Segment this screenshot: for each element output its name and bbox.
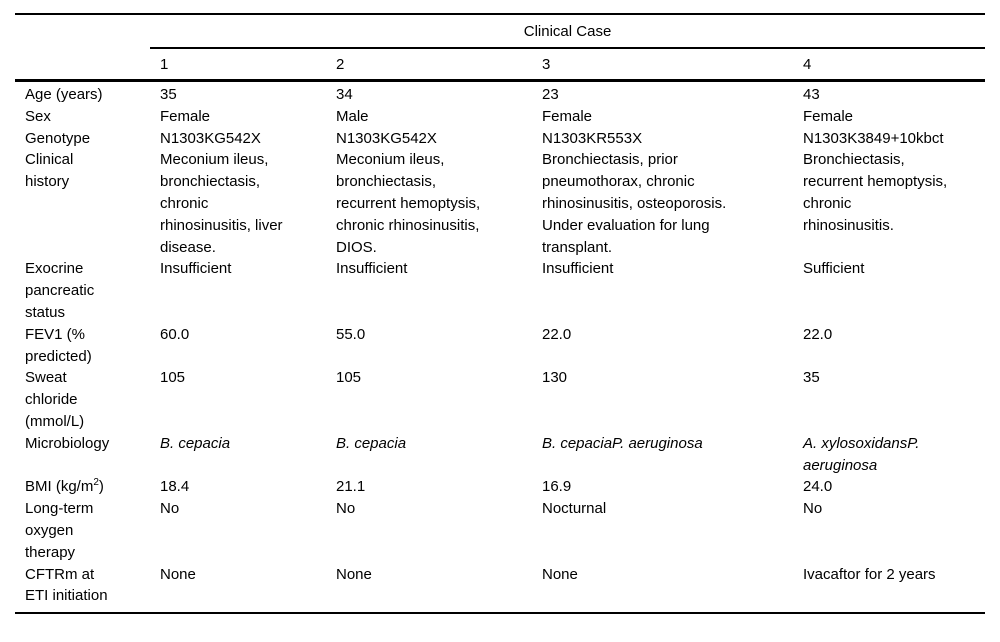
- table-cell: 21.1: [336, 478, 366, 496]
- table-cell: 55.0: [336, 325, 366, 343]
- corner-cell: [15, 48, 150, 82]
- row-label: Genotype: [25, 129, 91, 147]
- table-cell: Insufficient: [160, 260, 232, 278]
- table-cell: No: [336, 500, 356, 518]
- bmi-label-text: BMI (kg/m: [25, 478, 94, 496]
- table-cell: Female: [542, 107, 593, 125]
- group-header: Clinical Case: [150, 14, 986, 49]
- row-label: Long-term oxygen therapy: [25, 500, 94, 561]
- row-exocrine-pancreatic-status: Exocrine pancreatic status Insufficient …: [15, 258, 985, 323]
- case-number-3: 3: [532, 48, 793, 82]
- bmi-superscript: 2: [93, 477, 99, 489]
- table-cell: Bronchiectasis, recurrent hemoptysis, ch…: [803, 151, 948, 234]
- row-clinical-history: Clinical history Meconium ileus, bronchi…: [15, 149, 985, 258]
- table-cell: Meconium ileus, bronchiectasis, chronic …: [160, 151, 283, 256]
- table-cell: No: [803, 500, 823, 518]
- table-cell: None: [160, 565, 196, 583]
- case-number-row: 1 2 3 4: [15, 48, 986, 82]
- clinical-case-table-wrap: Clinical Case 1 2 3 4 Age (years) 35 34 …: [15, 13, 986, 615]
- row-sex: Sex Female Male Female Female: [15, 106, 985, 128]
- table-cell: Insufficient: [336, 260, 408, 278]
- table-cell: 60.0: [160, 325, 190, 343]
- row-label: Exocrine pancreatic status: [25, 260, 95, 321]
- row-long-term-oxygen-therapy: Long-term oxygen therapy No No Nocturnal…: [15, 498, 985, 563]
- table-cell: Ivacaftor for 2 years: [803, 565, 936, 583]
- row-fev1: FEV1 (% predicted) 60.0 55.0 22.0 22.0: [15, 324, 985, 368]
- case-number-1: 1: [150, 48, 326, 82]
- row-cftrm-at-eti-initiation: CFTRm at ETI initiation None None None I…: [15, 564, 985, 614]
- row-label: Sweat chloride (mmol/L): [25, 369, 85, 430]
- table-cell: N1303K3849+10kbct: [803, 129, 944, 147]
- table-cell: 22.0: [542, 325, 572, 343]
- table-cell: N1303KG542X: [160, 129, 261, 147]
- table-cell: 22.0: [803, 325, 833, 343]
- table-cell: Meconium ileus, bronchiectasis, recurren…: [336, 151, 481, 256]
- row-label: FEV1 (% predicted): [25, 325, 92, 365]
- table-cell: Insufficient: [542, 260, 614, 278]
- row-sweat-chloride: Sweat chloride (mmol/L) 105 105 130 35: [15, 367, 985, 432]
- table-cell: Nocturnal: [542, 500, 607, 518]
- table-cell: None: [336, 565, 372, 583]
- table-cell: N1303KG542X: [336, 129, 437, 147]
- case-number-2: 2: [326, 48, 532, 82]
- table-cell: B. cepacia: [336, 434, 407, 452]
- table-cell: 18.4: [160, 478, 190, 496]
- row-label: Clinical history: [25, 151, 74, 191]
- row-label: Sex: [25, 107, 51, 125]
- table-cell: 23: [542, 86, 559, 103]
- case-number-4: 4: [793, 48, 986, 82]
- corner-cell: [15, 14, 150, 48]
- table-cell: No: [160, 500, 180, 518]
- row-label: Microbiology: [25, 434, 110, 452]
- table-cell: Bronchiectasis, prior pneumothorax, chro…: [542, 151, 727, 256]
- row-bmi: BMI (kg/m2) 18.4 21.1 16.9 24.0: [15, 476, 985, 498]
- clinical-case-table: Clinical Case 1 2 3 4 Age (years) 35 34 …: [15, 13, 986, 615]
- row-genotype: Genotype N1303KG542X N1303KG542X N1303KR…: [15, 128, 985, 150]
- table-cell: 16.9: [542, 478, 572, 496]
- row-label: Age (years): [25, 86, 103, 103]
- table-cell: N1303KR553X: [542, 129, 643, 147]
- table-cell: A. xylosoxidansP. aeruginosa: [803, 434, 920, 474]
- table-cell: 24.0: [803, 478, 833, 496]
- row-age: Age (years) 35 34 23 43: [15, 81, 985, 106]
- table-cell: 105: [160, 369, 186, 387]
- group-header-row: Clinical Case: [15, 14, 986, 49]
- table-cell: None: [542, 565, 578, 583]
- table-cell: Male: [336, 107, 369, 125]
- table-cell: 34: [336, 86, 353, 103]
- table-cell: 35: [160, 86, 177, 103]
- table-cell: Female: [160, 107, 211, 125]
- table-cell: B. cepacia: [160, 434, 231, 452]
- table-cell: B. cepaciaP. aeruginosa: [542, 434, 703, 452]
- table-cell: 35: [803, 369, 820, 387]
- table-cell: 130: [542, 369, 568, 387]
- table-cell: Female: [803, 107, 854, 125]
- table-cell: 43: [803, 86, 820, 103]
- table-cell: 105: [336, 369, 362, 387]
- row-label: BMI (kg/m2): [15, 476, 150, 498]
- row-label: CFTRm at ETI initiation: [25, 565, 108, 605]
- table-cell: Sufficient: [803, 260, 865, 278]
- row-microbiology: Microbiology B. cepacia B. cepacia B. ce…: [15, 433, 985, 477]
- bmi-label-close: ): [98, 478, 104, 496]
